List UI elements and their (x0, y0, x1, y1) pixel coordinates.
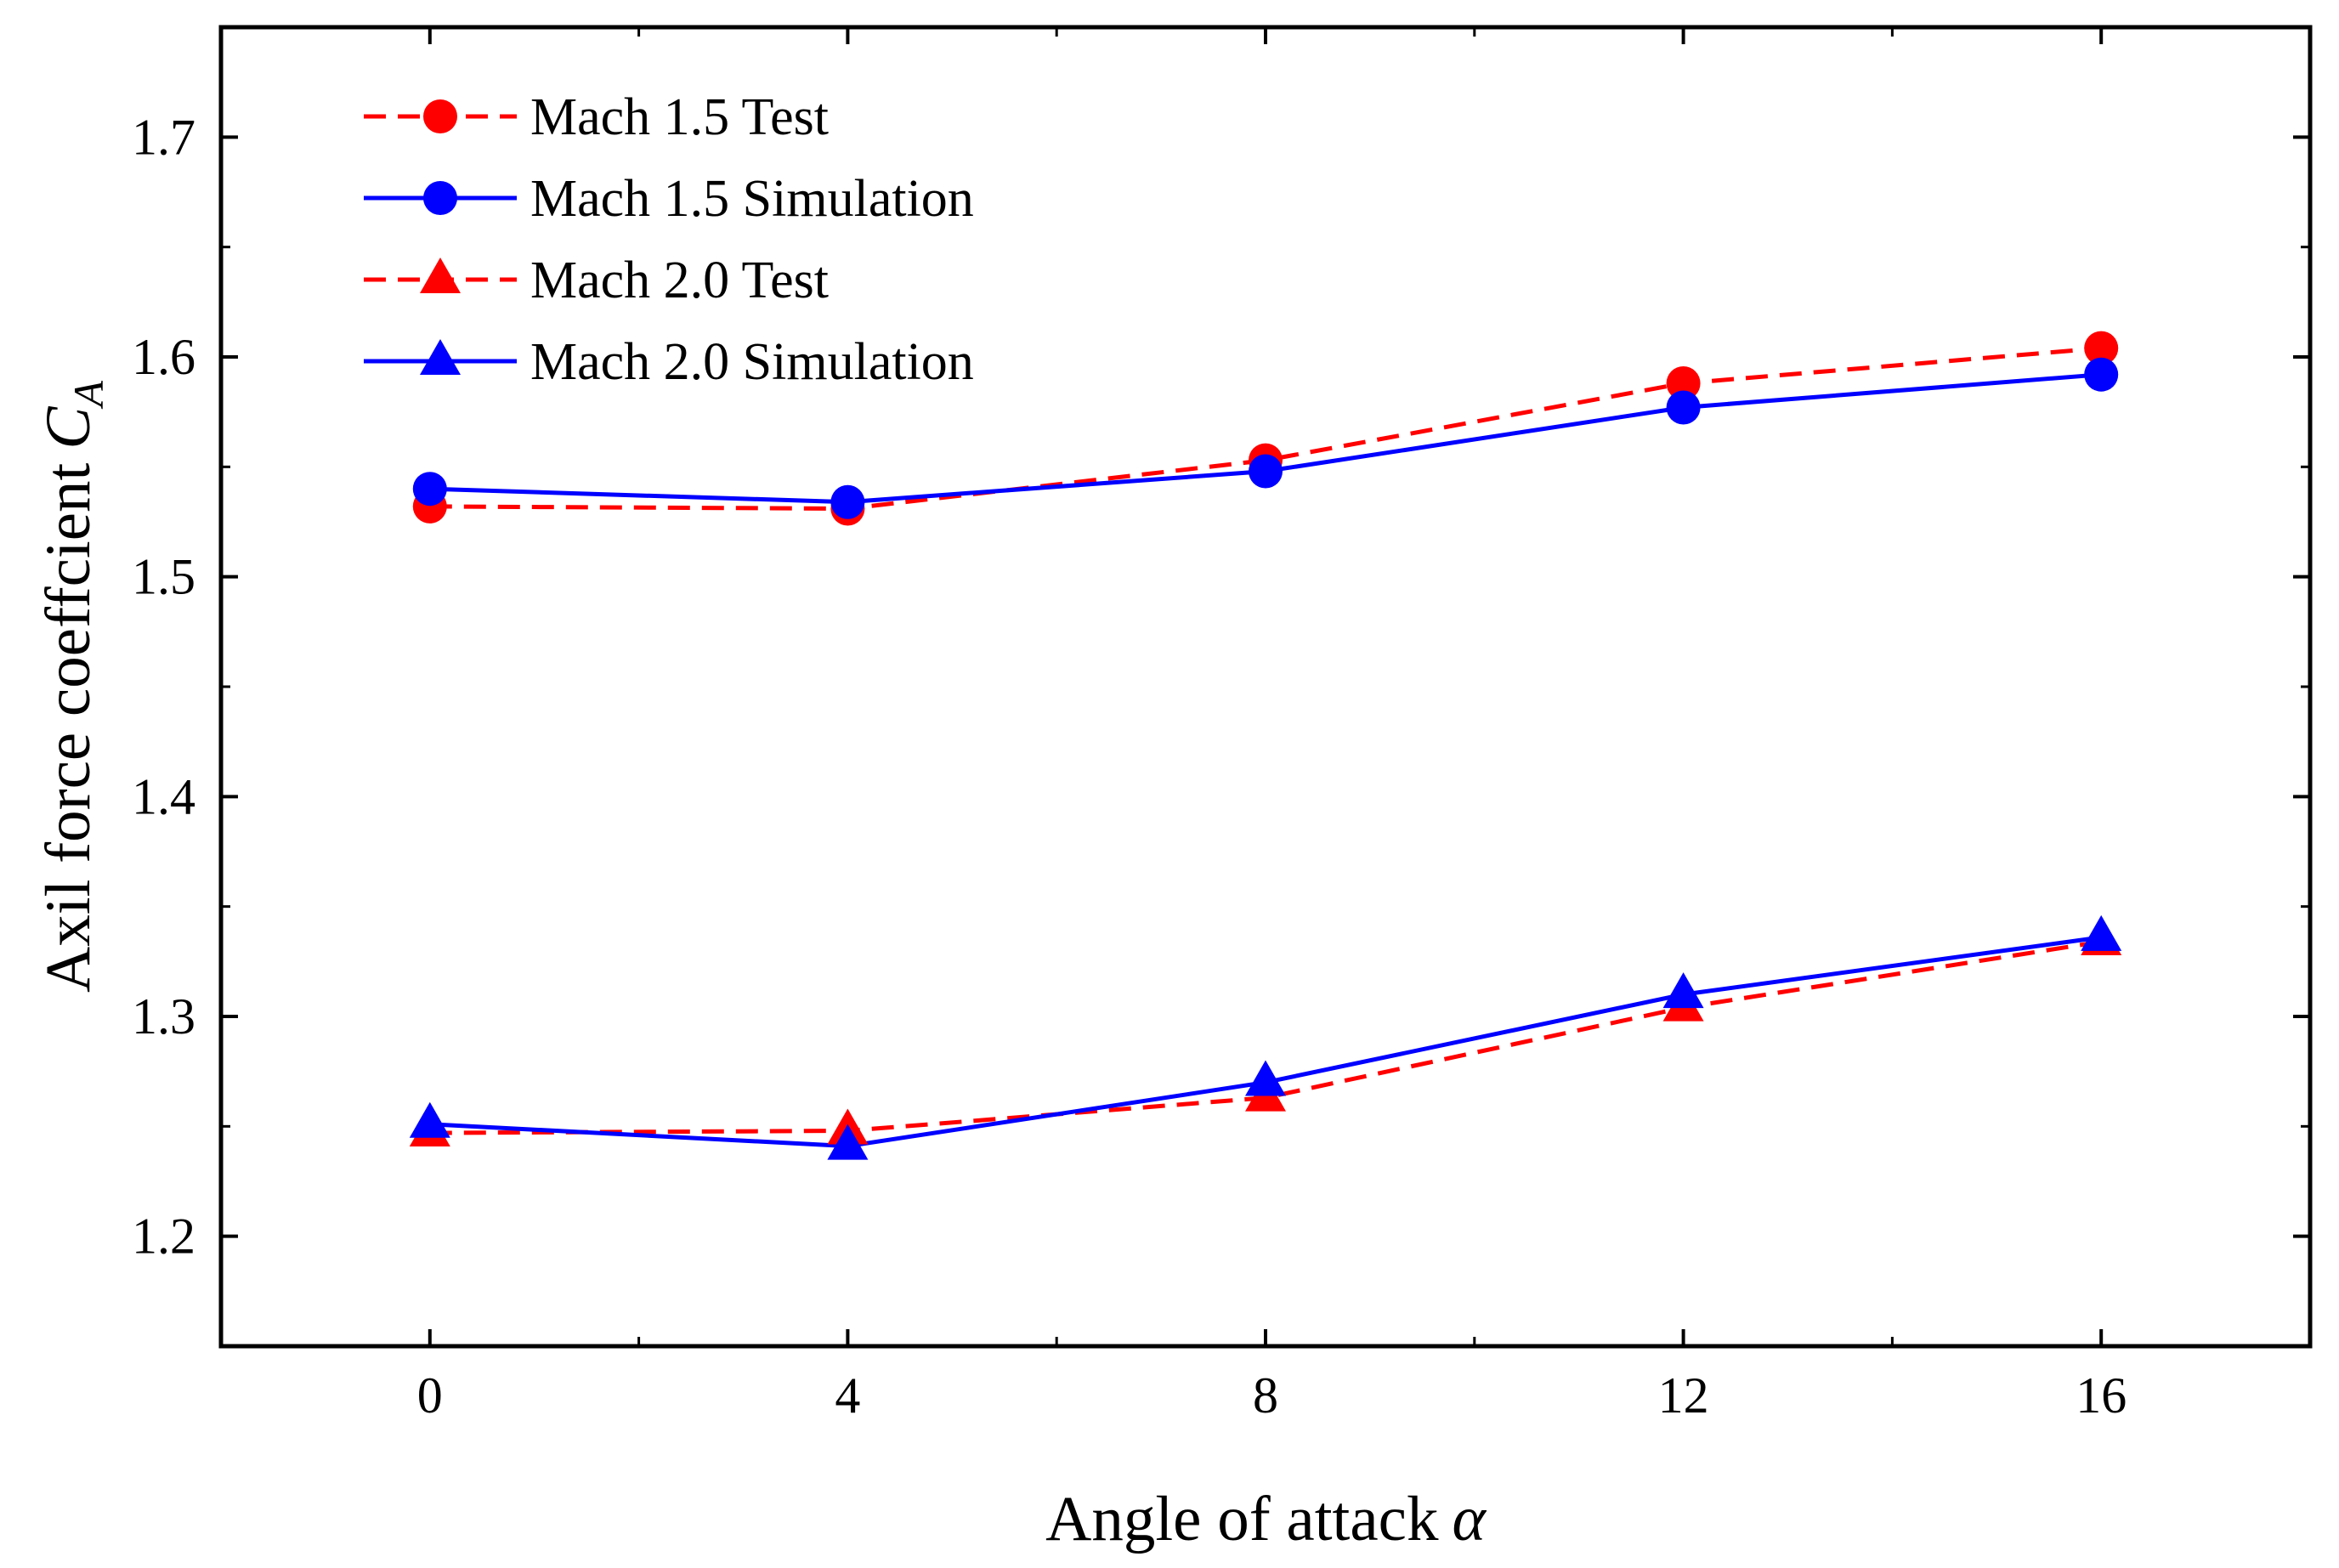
x-axis-title-text: Angle of attack (1045, 1484, 1439, 1554)
legend-label: Mach 2.0 Test (530, 252, 829, 309)
y-axis-title-subscript: A (65, 381, 112, 410)
data-point-s3-0 (409, 1101, 450, 1138)
x-tick-label: 8 (1253, 1367, 1278, 1424)
data-point-s1-4 (2084, 357, 2119, 392)
data-point-s3-2 (1245, 1060, 1286, 1096)
legend: Mach 1.5 Test Mach 1.5 Simulation Mach 2.0… (364, 88, 974, 391)
data-point-s0-3 (1666, 366, 1701, 401)
data-point-s0-4 (2084, 331, 2119, 365)
data-point-s3-1 (827, 1124, 869, 1160)
y-tick-label: 1.5 (132, 549, 195, 605)
x-tick-label: 0 (417, 1367, 443, 1424)
y-tick-label: 1.3 (132, 988, 195, 1044)
data-point-s3-3 (1662, 972, 1704, 1009)
tick-labels: 0 4 8 12 16 1.2 1.3 1.4 1.5 1.6 1.7 (132, 109, 2127, 1424)
data-point-s1-3 (1666, 390, 1701, 425)
series-markers (409, 331, 2122, 1160)
legend-label: Mach 1.5 Test (530, 88, 829, 146)
data-point-s1-0 (412, 472, 447, 507)
x-tick-label: 16 (2076, 1367, 2127, 1424)
y-tick-label: 1.6 (132, 329, 195, 385)
x-tick-label: 12 (1658, 1367, 1709, 1424)
data-point-s1-1 (830, 484, 865, 519)
x-axis-title: Angle of attack α (1045, 1484, 1487, 1554)
series-line-3 (429, 935, 2102, 1149)
y-axis-title-symbol: C (33, 406, 104, 450)
legend-marker-2 (420, 257, 461, 293)
data-point-s3-4 (2081, 914, 2122, 951)
x-axis-title-symbol: α (1452, 1484, 1487, 1554)
y-tick-label: 1.4 (132, 768, 195, 824)
legend-label: Mach 2.0 Simulation (530, 333, 974, 391)
y-tick-label: 1.2 (132, 1209, 195, 1265)
y-tick-label: 1.7 (132, 109, 195, 165)
legend-marker-3 (420, 338, 461, 375)
axis-ticks (219, 27, 2312, 1348)
legend-label: Mach 1.5 Simulation (530, 170, 974, 228)
y-axis-title: Axil force coeffcient CA (33, 381, 112, 993)
legend-marker-0 (423, 99, 457, 133)
series-line-0 (429, 346, 2102, 511)
data-point-s1-2 (1249, 454, 1283, 489)
y-axis-title-text: Axil force coeffcient (33, 462, 104, 992)
x-tick-label: 4 (835, 1367, 860, 1424)
legend-marker-1 (423, 181, 457, 215)
